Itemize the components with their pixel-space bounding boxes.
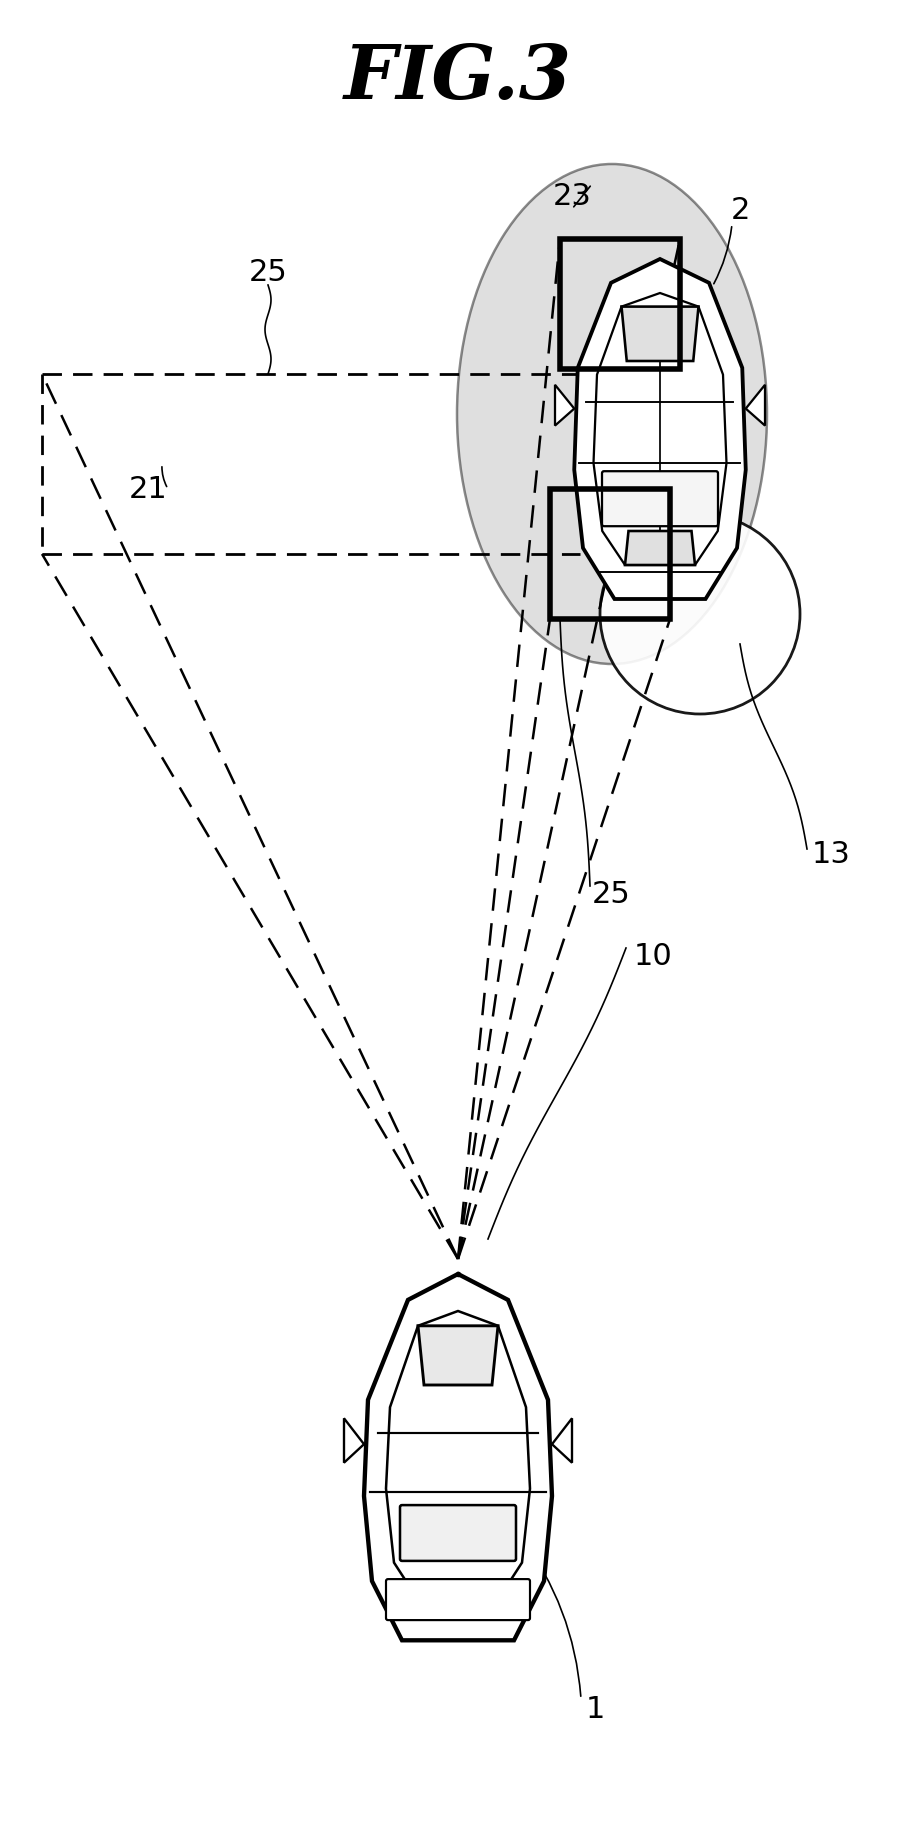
Polygon shape	[574, 261, 746, 600]
Text: 2: 2	[730, 195, 749, 224]
Polygon shape	[418, 1325, 498, 1385]
Polygon shape	[621, 308, 699, 361]
Polygon shape	[625, 532, 695, 565]
Polygon shape	[555, 386, 574, 427]
Bar	[560, 241, 680, 370]
Text: 23: 23	[552, 182, 592, 210]
Polygon shape	[594, 294, 726, 565]
Text: 25: 25	[248, 257, 288, 286]
Polygon shape	[364, 1274, 552, 1641]
Polygon shape	[746, 386, 765, 427]
Polygon shape	[552, 1418, 572, 1462]
Bar	[550, 490, 670, 620]
Text: 21: 21	[128, 476, 168, 505]
Text: 25: 25	[592, 881, 631, 910]
FancyBboxPatch shape	[400, 1506, 516, 1560]
Text: 13: 13	[812, 840, 851, 870]
FancyBboxPatch shape	[602, 472, 718, 527]
Text: 10: 10	[634, 942, 672, 972]
Polygon shape	[386, 1311, 530, 1601]
Text: FIG.3: FIG.3	[344, 42, 572, 115]
Polygon shape	[344, 1418, 364, 1462]
Text: 1: 1	[586, 1695, 605, 1723]
Circle shape	[600, 514, 800, 715]
Ellipse shape	[457, 164, 767, 665]
FancyBboxPatch shape	[386, 1579, 530, 1621]
